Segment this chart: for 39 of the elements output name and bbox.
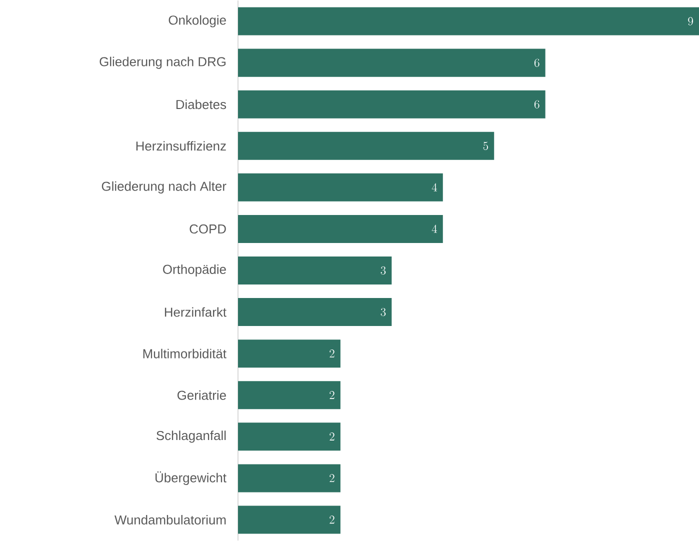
y-tick-label: Orthopädie (163, 264, 226, 277)
bar (238, 90, 546, 118)
y-tick-label: COPD (190, 224, 226, 234)
data-label: 5 (483, 142, 488, 150)
y-tick-label: Schlaganfall (156, 430, 226, 443)
data-label: 4 (432, 224, 438, 233)
bar (238, 214, 443, 243)
bar (238, 506, 340, 534)
data-label: 3 (380, 308, 386, 316)
bar (238, 422, 340, 451)
bar (238, 256, 392, 285)
bar (238, 48, 546, 77)
data-label: 2 (330, 516, 334, 524)
bar (238, 340, 340, 368)
data-label: 6 (534, 100, 540, 108)
data-label: 3 (380, 266, 386, 275)
bar (238, 7, 699, 36)
y-tick-label: Übergewicht (156, 471, 226, 485)
y-tick-label: Herzinsuffizienz (136, 141, 226, 151)
y-tick-label: Multimorbidität (143, 348, 226, 358)
data-label: 6 (534, 58, 540, 67)
y-tick-label: Geriatrie (178, 390, 226, 400)
data-label: 9 (688, 17, 693, 26)
data-label: 2 (330, 349, 334, 358)
bar (238, 381, 340, 410)
bar (238, 173, 443, 202)
y-tick-label: Herzinfarkt (164, 307, 226, 317)
y-tick-label: Diabetes (176, 100, 226, 110)
bar (238, 298, 392, 326)
bar (238, 464, 340, 492)
data-label: 2 (330, 391, 334, 399)
y-tick-label: Gliederung nach DRG (100, 56, 226, 69)
data-label: 2 (330, 474, 334, 482)
y-tick-label: Onkologie (168, 15, 226, 28)
y-tick-label: Gliederung nach Alter (102, 181, 226, 194)
bar (238, 132, 494, 160)
y-tick-label: Wundambulatorium (114, 514, 226, 524)
data-label: 2 (330, 432, 334, 441)
data-label: 4 (432, 183, 438, 192)
